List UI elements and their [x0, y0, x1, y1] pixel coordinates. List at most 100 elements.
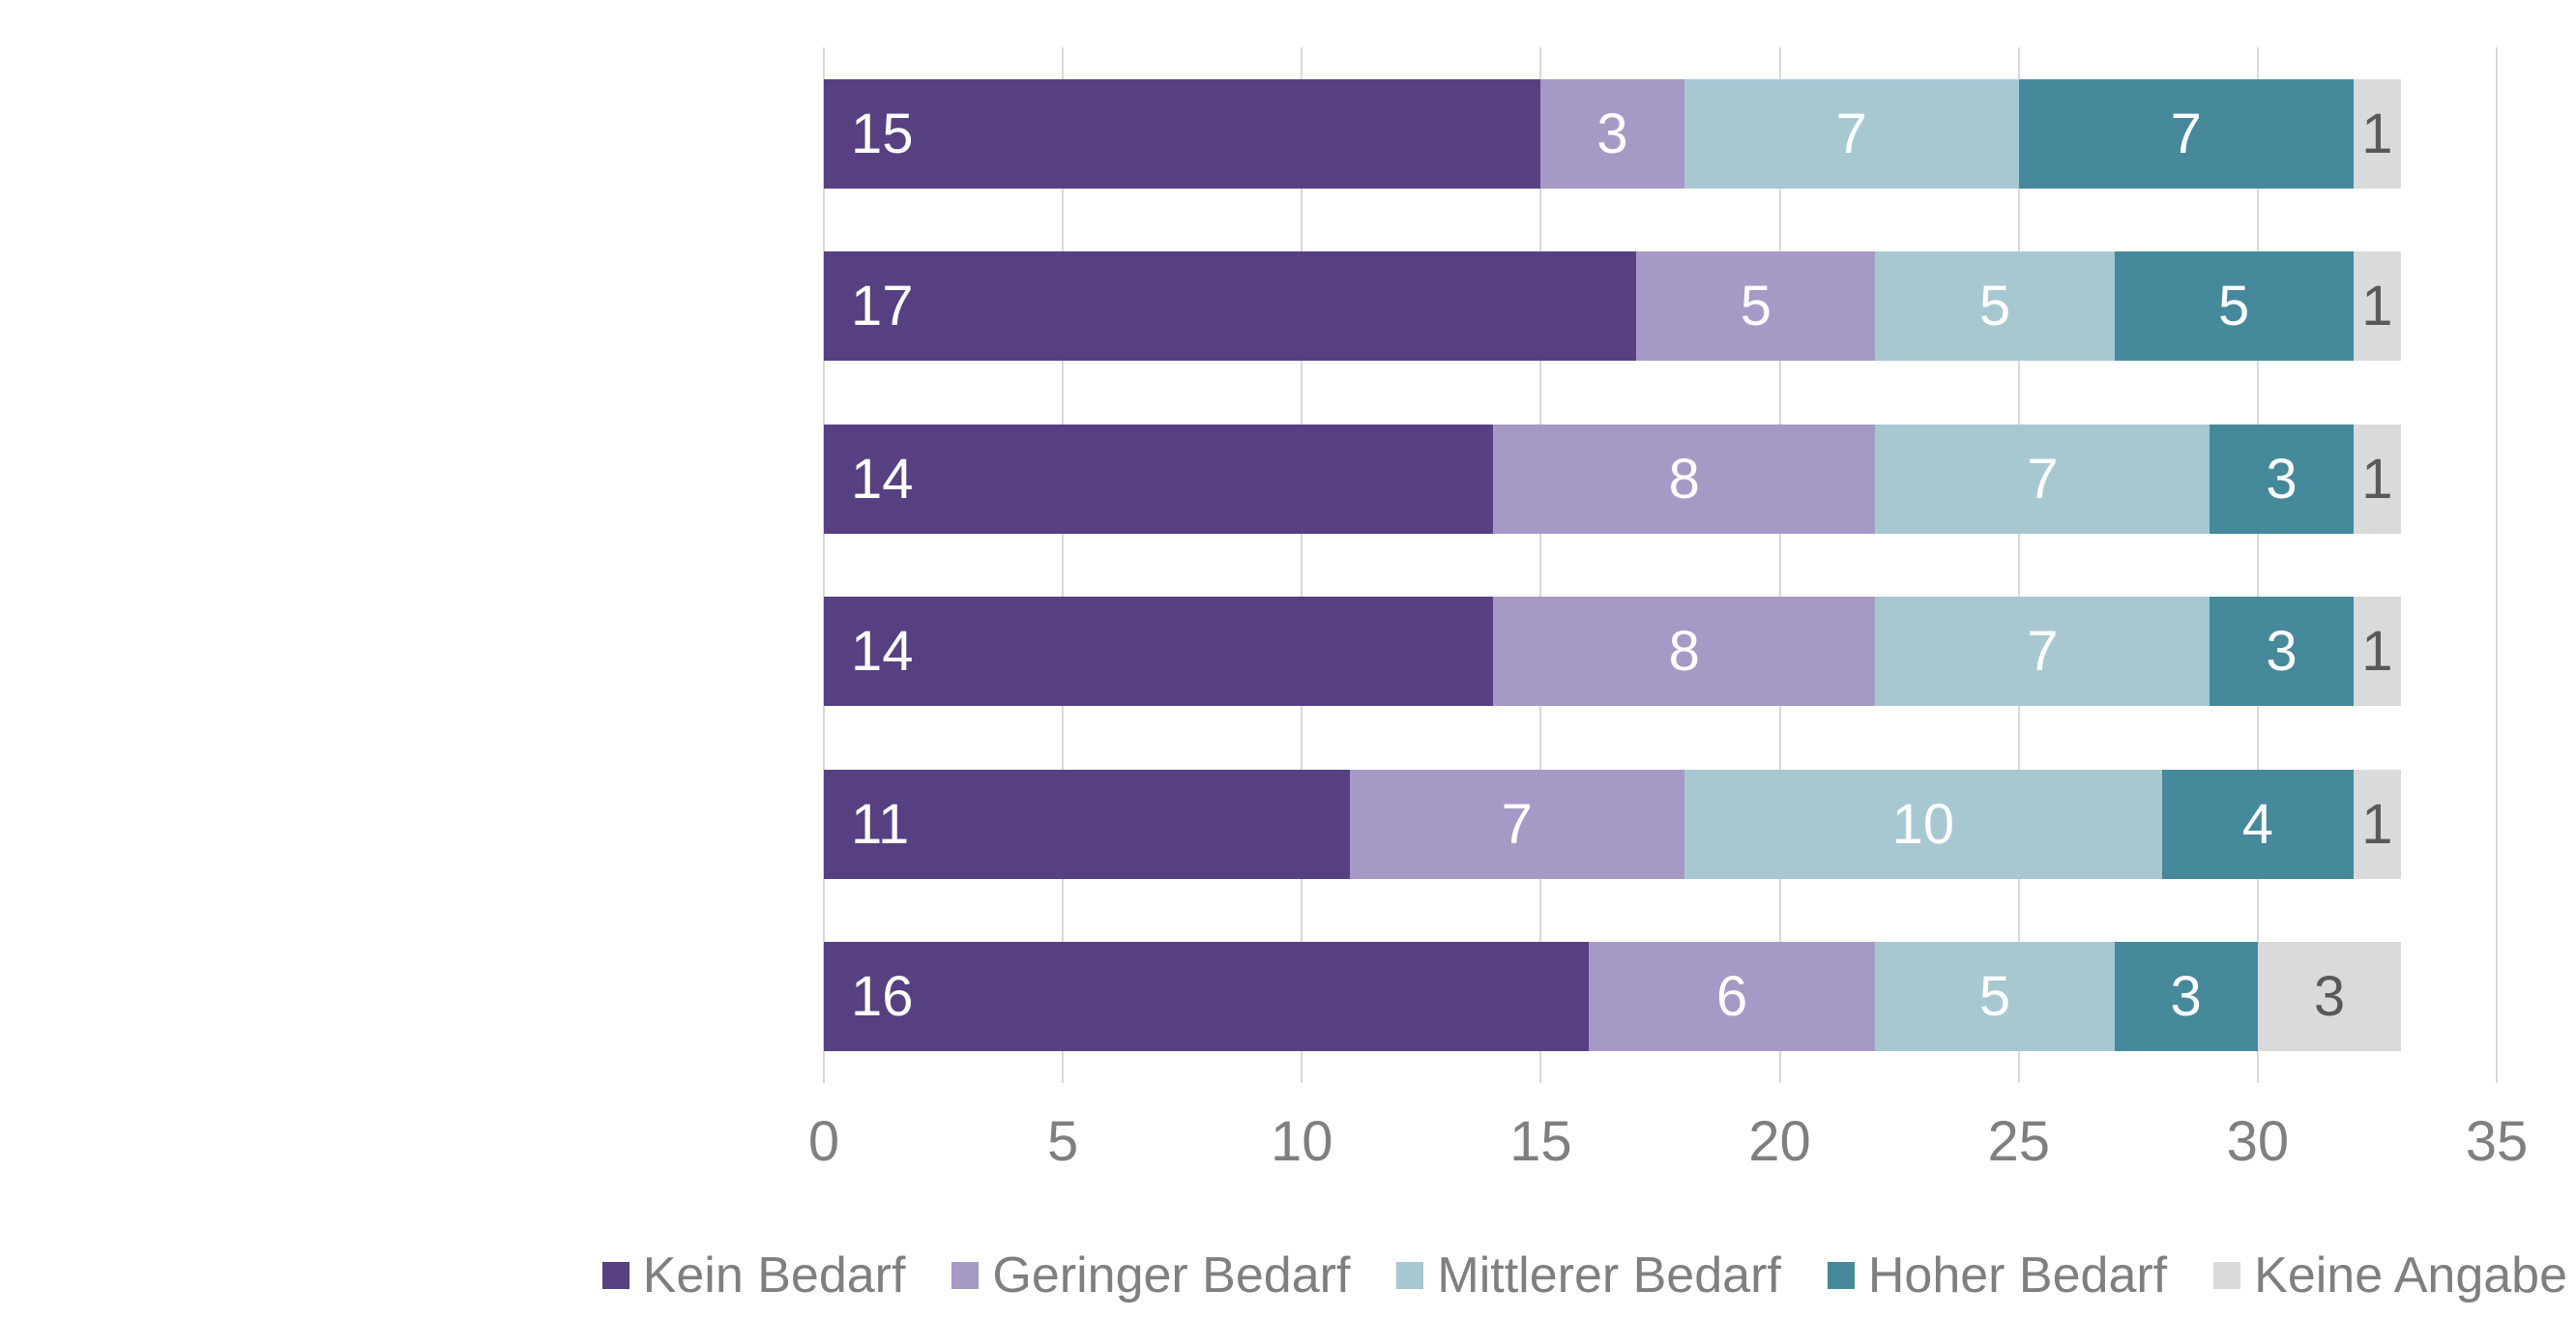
bar-segment: 3: [2114, 942, 2258, 1051]
x-axis-tick-label: 25: [1987, 1110, 2050, 1173]
bar-value-label: 1: [2361, 102, 2393, 165]
bar-value-label: 16: [851, 964, 914, 1028]
bar-segment: 1: [2353, 251, 2402, 361]
bar-value-label: 6: [1715, 964, 1748, 1028]
legend-swatch-icon: [2213, 1262, 2241, 1289]
bar-value-label: 14: [851, 447, 914, 511]
bar-segment: 8: [1493, 425, 1876, 534]
bar-value-label: 15: [851, 102, 914, 165]
x-axis-tick-label: 15: [1509, 1110, 1572, 1173]
bar-segment: 5: [1636, 251, 1876, 361]
gridline: [2496, 47, 2498, 1083]
bar-value-label: 8: [1668, 619, 1700, 683]
x-axis-tick-label: 10: [1271, 1110, 1333, 1173]
legend-item-label: Hoher Bedarf: [1867, 1247, 2168, 1304]
bar-value-label: 1: [2361, 447, 2393, 511]
bar-segment: 3: [2257, 942, 2402, 1051]
bar-segment: 1: [2353, 79, 2402, 189]
bar-segment: 6: [1588, 942, 1876, 1051]
bar-segment: 3: [1540, 79, 1684, 189]
gridline: [1062, 47, 1065, 1083]
bar-value-label: 14: [851, 619, 914, 683]
bar-segment: 1: [2353, 770, 2402, 879]
bar-segment: 10: [1683, 770, 2162, 879]
legend-swatch-icon: [951, 1262, 980, 1289]
legend-item-label: Kein Bedarf: [642, 1247, 906, 1304]
bar-value-label: 3: [1596, 102, 1628, 165]
x-axis-tick-label: 35: [2465, 1110, 2529, 1173]
gridline: [2256, 47, 2259, 1083]
bar-value-label: 11: [851, 792, 910, 856]
legend-item: Hoher Bedarf: [1827, 1247, 2168, 1304]
bar-value-label: 5: [1978, 274, 2011, 337]
bar-value-label: 7: [2027, 447, 2059, 511]
bar-segment: 5: [2114, 251, 2354, 361]
plot-area: 15 3 7 7 1 17 5 5 5 1 14 8 7 3 1 14 8 7 3 1 11 7 10 4 1 16 6 5 3 3: [823, 47, 2498, 1083]
bar-segment: 1: [2353, 425, 2402, 534]
legend-item-label: Keine Angabe: [2254, 1247, 2567, 1304]
legend-item: Kein Bedarf: [601, 1247, 906, 1304]
bar-value-label: 3: [2313, 964, 2346, 1028]
bar-row: 14 8 7 3 1: [824, 597, 2497, 706]
gridline: [1778, 47, 1781, 1083]
bar-segment: 1: [2353, 597, 2402, 706]
bar-value-label: 8: [1668, 447, 1700, 511]
legend-item: Keine Angabe: [2213, 1250, 2567, 1301]
bar-segment: 16: [824, 942, 1589, 1051]
bar-segment: 5: [1875, 942, 2115, 1051]
bar-row: 17 5 5 5 1: [824, 251, 2497, 361]
bar-segment: 8: [1493, 597, 1876, 706]
gridline: [1539, 47, 1542, 1083]
x-axis-tick-label: 30: [2226, 1110, 2290, 1173]
bar-value-label: 3: [2170, 964, 2202, 1028]
bar-value-label: 7: [1835, 102, 1867, 165]
bar-value-label: 10: [1891, 792, 1955, 856]
bar-segment: 11: [824, 770, 1350, 879]
bar-segment: 14: [824, 597, 1493, 706]
bar-value-label: 5: [1740, 274, 1771, 337]
bar-value-label: 7: [1501, 792, 1533, 856]
bar-value-label: 1: [2361, 619, 2393, 683]
bar-segment: 17: [824, 251, 1637, 361]
bar-row: 15 3 7 7 1: [824, 79, 2497, 189]
bar-segment: 15: [824, 79, 1541, 189]
legend-swatch-icon: [1827, 1262, 1855, 1289]
bar-segment: 3: [2210, 425, 2354, 534]
bar-value-label: 7: [2170, 102, 2202, 165]
x-axis-tick-label: 20: [1748, 1110, 1811, 1173]
legend-item-label: Geringer Bedarf: [992, 1247, 1351, 1304]
bar-value-label: 17: [851, 274, 914, 337]
x-axis: 0 5 10 15 20 25 30 35: [808, 1110, 2528, 1191]
bar-segment: 3: [2210, 597, 2354, 706]
bar-value-label: 7: [2027, 619, 2059, 683]
bar-segment: 7: [1683, 79, 2019, 189]
legend-swatch-icon: [601, 1262, 629, 1289]
bar-segment: 14: [824, 425, 1493, 534]
gridline: [2017, 47, 2020, 1083]
bar-row: 16 6 5 3 3: [824, 942, 2497, 1051]
bar-value-label: 1: [2361, 274, 2393, 337]
legend-item: Geringer Bedarf: [951, 1250, 1350, 1301]
bar-value-label: 5: [1978, 964, 2011, 1028]
bar-segment: 7: [1875, 597, 2210, 706]
bar-value-label: 4: [2241, 792, 2273, 856]
bar-row: 11 7 10 4 1: [824, 770, 2497, 879]
bar-value-label: 3: [2266, 447, 2298, 511]
x-axis-tick-label: 0: [807, 1110, 840, 1173]
legend-swatch-icon: [1396, 1262, 1424, 1289]
bar-value-label: 3: [2266, 619, 2298, 683]
legend: Kein Bedarf Geringer Bedarf Mittlerer Beda…: [0, 1250, 2567, 1301]
bar-value-label: 1: [2361, 792, 2393, 856]
x-axis-tick-label: 5: [1047, 1110, 1079, 1173]
bar-segment: 5: [1875, 251, 2115, 361]
bar-segment: 7: [1349, 770, 1684, 879]
legend-item: Mittlerer Bedarf: [1396, 1247, 1781, 1304]
bar-segment: 7: [1875, 425, 2210, 534]
bar-value-label: 5: [2218, 274, 2250, 337]
legend-item-label: Mittlerer Bedarf: [1437, 1247, 1781, 1304]
bar-segment: 4: [2161, 770, 2354, 879]
bar-row: 14 8 7 3 1: [824, 425, 2497, 534]
gridline: [823, 47, 825, 1083]
gridline: [1301, 47, 1303, 1083]
